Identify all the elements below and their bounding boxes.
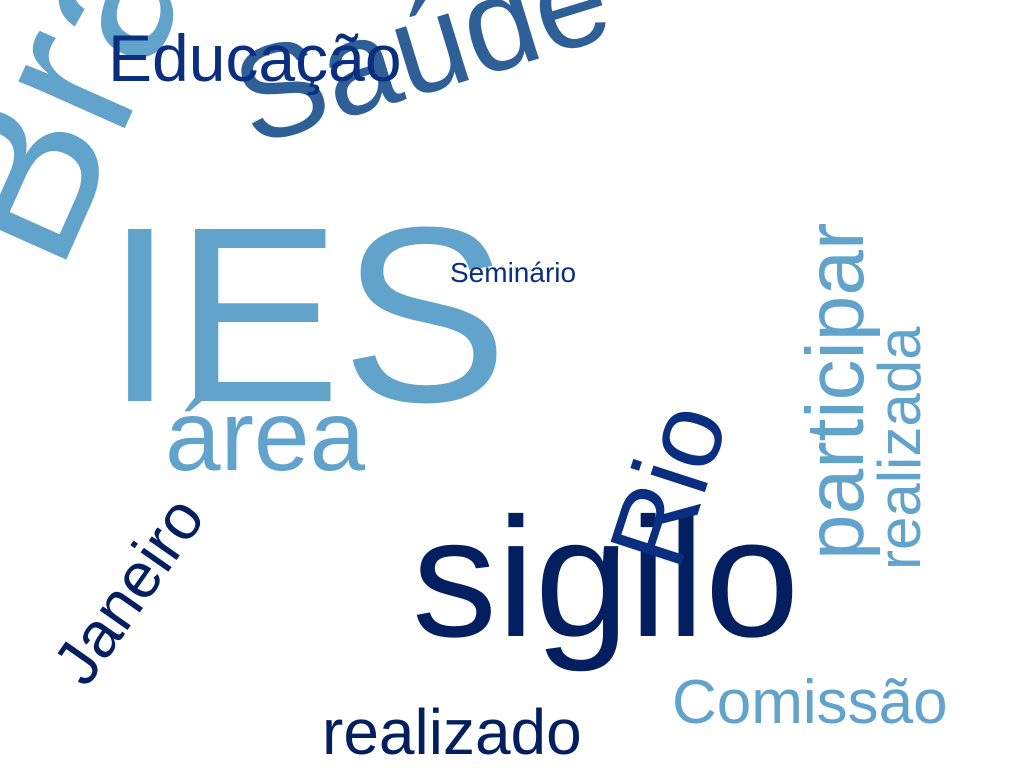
word-area: área <box>165 380 366 492</box>
word-educacao: Educação <box>108 21 402 95</box>
word-participar: participar <box>790 222 881 560</box>
word-sigilo: sigilo <box>412 483 800 673</box>
word-realizado: realizado <box>322 696 582 768</box>
word-seminario: Seminário <box>450 257 577 288</box>
word-realizada: realizada <box>866 326 933 571</box>
word-ies: IES <box>105 175 508 454</box>
word-comissao: Comissão <box>672 668 948 737</box>
word-janeiro: Janeiro <box>38 483 219 698</box>
